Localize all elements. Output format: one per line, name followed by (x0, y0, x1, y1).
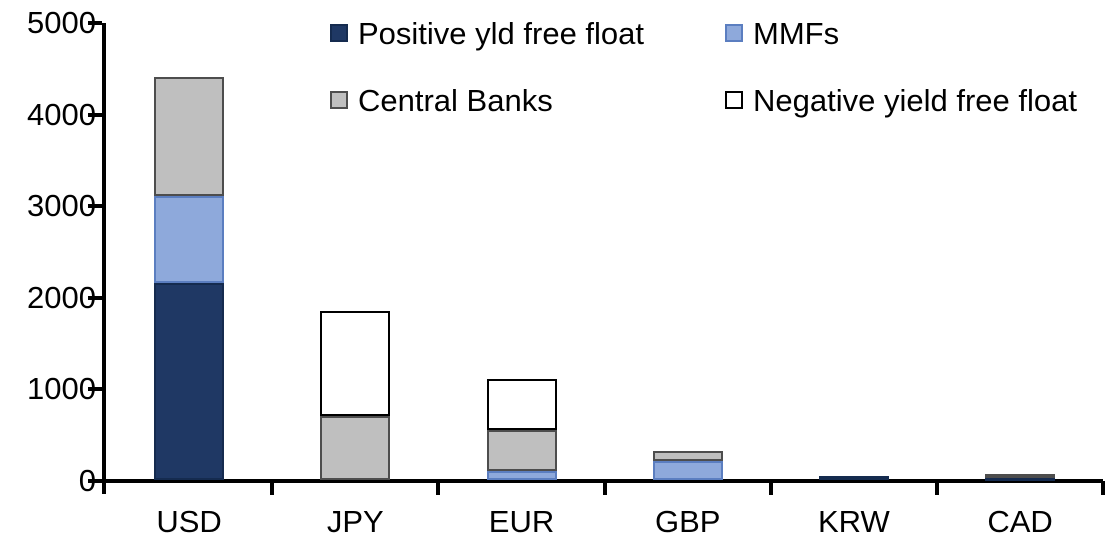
x-axis-label-cad: CAD (987, 504, 1053, 539)
bar-segment-usd-s2 (154, 76, 225, 197)
bar-segment-jpy-s2 (320, 415, 391, 480)
y-tick-label: 2000 (27, 279, 96, 315)
legend-label: Negative yield free float (753, 82, 1077, 118)
legend-item-3: Negative yield free float (725, 82, 1077, 118)
y-tick-mark (88, 112, 102, 117)
legend-item-1: MMFs (725, 15, 840, 51)
bar-segment-eur-s3 (486, 379, 557, 430)
y-tick-label: 4000 (27, 96, 96, 132)
y-tick-mark (88, 387, 102, 392)
legend-swatch-icon (330, 24, 348, 42)
bar-segment-eur-s1 (486, 470, 557, 480)
x-tick-mark (935, 481, 939, 495)
y-tick-mark (88, 21, 102, 25)
legend-item-2: Central Banks (330, 82, 553, 118)
x-tick-mark (1101, 481, 1106, 495)
bar-segment-usd-s0 (154, 283, 225, 480)
bar-segment-usd-s1 (154, 196, 225, 284)
x-tick-mark (270, 481, 275, 495)
legend-swatch-icon (330, 91, 348, 109)
bar-segment-jpy-s3 (320, 311, 391, 416)
legend-swatch-icon (725, 24, 743, 42)
y-tick-mark (88, 204, 102, 209)
legend-label: Positive yld free float (358, 15, 645, 51)
bar-segment-krw-s0 (818, 475, 889, 480)
bar-segment-cad-s0 (985, 477, 1056, 482)
y-tick-label: 0 (78, 463, 96, 498)
x-tick-mark (768, 481, 773, 495)
x-axis-line (102, 479, 1103, 483)
legend-label: Central Banks (358, 82, 553, 118)
bar-segment-gbp-s1 (652, 460, 723, 480)
legend-label: MMFs (753, 15, 840, 51)
legend-swatch-icon (725, 91, 743, 109)
x-axis-label-krw: KRW (818, 504, 890, 539)
y-tick-label: 5000 (27, 5, 96, 40)
x-axis-label-eur: EUR (488, 504, 555, 539)
bar-segment-gbp-s2 (652, 450, 723, 461)
legend-item-0: Positive yld free float (330, 15, 645, 51)
x-axis-label-jpy: JPY (326, 504, 384, 539)
y-tick-label: 1000 (27, 371, 96, 407)
bar-segment-cad-s2 (985, 474, 1056, 479)
x-axis-label-gbp: GBP (654, 504, 721, 539)
y-axis-line (102, 23, 106, 494)
x-axis-label-usd: USD (156, 504, 222, 539)
bar-segment-eur-s2 (486, 429, 557, 471)
y-tick-mark (88, 295, 102, 300)
x-tick-mark (436, 481, 441, 495)
y-tick-label: 3000 (27, 188, 96, 224)
x-tick-mark (602, 481, 607, 495)
y-tick-mark (88, 479, 102, 483)
